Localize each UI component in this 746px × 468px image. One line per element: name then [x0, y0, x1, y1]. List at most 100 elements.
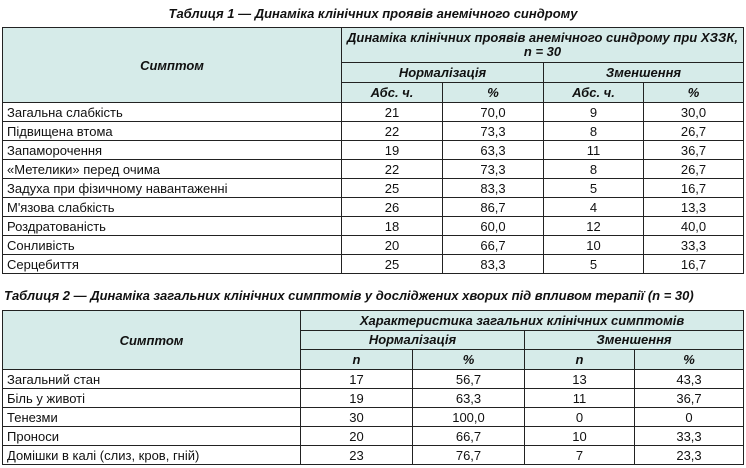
table2: Симптом Характеристика загальних клінічн…: [2, 310, 744, 465]
table2-pct-header: %: [412, 349, 525, 370]
decrease-percent-cell: 13,3: [643, 197, 744, 217]
decrease-percent-cell: 36,7: [643, 140, 744, 160]
table-row: Сонливість 20 66,7 10 33,3: [2, 235, 744, 255]
decrease-count-cell: 9: [543, 102, 644, 122]
decrease-count-cell: 11: [543, 140, 644, 160]
table2-n-header: n: [300, 349, 413, 370]
decrease-count-cell: 5: [543, 178, 644, 198]
table2-group-header: Характеристика загальних клінічних симпт…: [300, 310, 744, 331]
decrease-percent-cell: 33,3: [643, 235, 744, 255]
decrease-count-cell: 4: [543, 197, 644, 217]
table1: Симптом Динаміка клінічних проявів анемі…: [2, 27, 744, 274]
symptom-cell: М'язова слабкість: [2, 197, 342, 217]
table1-abs-header: Абс. ч.: [341, 81, 443, 104]
table2-n-header: n: [524, 349, 635, 370]
normalization-count-cell: 22: [341, 121, 443, 141]
normalization-percent-cell: 73,3: [442, 121, 544, 141]
symptom-cell: Роздратованість: [2, 216, 342, 236]
table-row: Біль у животі 19 63,3 11 36,7: [2, 388, 744, 408]
decrease-count-cell: 7: [524, 445, 635, 465]
decrease-percent-cell: 16,7: [643, 178, 744, 198]
symptom-cell: Проноси: [2, 426, 301, 446]
table2-caption: Таблиця 2 — Динаміка загальних клінічних…: [4, 288, 694, 303]
normalization-percent-cell: 66,7: [442, 235, 544, 255]
normalization-percent-cell: 100,0: [412, 407, 525, 427]
normalization-percent-cell: 83,3: [442, 178, 544, 198]
table1-decrease-header: Зменшення: [543, 61, 744, 83]
normalization-percent-cell: 76,7: [412, 445, 525, 465]
table1-group-header: Динаміка клінічних проявів анемічного си…: [341, 27, 744, 63]
normalization-percent-cell: 60,0: [442, 216, 544, 236]
decrease-count-cell: 0: [524, 407, 635, 427]
table-row: «Метелики» перед очима 22 73,3 8 26,7: [2, 159, 744, 179]
table2-symptom-header: Симптом: [2, 310, 301, 370]
normalization-count-cell: 25: [341, 254, 443, 274]
symptom-cell: Сонливість: [2, 235, 342, 255]
decrease-percent-cell: 33,3: [634, 426, 744, 446]
table-row: Проноси 20 66,7 10 33,3: [2, 426, 744, 446]
decrease-percent-cell: 26,7: [643, 159, 744, 179]
table-row: Загальна слабкість 21 70,0 9 30,0: [2, 102, 744, 122]
table-row: М'язова слабкість 26 86,7 4 13,3: [2, 197, 744, 217]
decrease-percent-cell: 26,7: [643, 121, 744, 141]
table1-normalization-header: Нормалізація: [341, 61, 544, 83]
normalization-percent-cell: 63,3: [442, 140, 544, 160]
decrease-percent-cell: 36,7: [634, 388, 744, 408]
decrease-count-cell: 11: [524, 388, 635, 408]
normalization-count-cell: 21: [341, 102, 443, 122]
symptom-cell: Задуха при фізичному навантаженні: [2, 178, 342, 198]
normalization-count-cell: 20: [300, 426, 413, 446]
symptom-cell: Запаморочення: [2, 140, 342, 160]
table2-decrease-header: Зменшення: [524, 329, 744, 351]
table1-abs-header: Абс. ч.: [543, 81, 644, 104]
symptom-cell: Біль у животі: [2, 388, 301, 408]
decrease-count-cell: 10: [543, 235, 644, 255]
decrease-count-cell: 12: [543, 216, 644, 236]
decrease-count-cell: 8: [543, 159, 644, 179]
table-row: Серцебиття 25 83,3 5 16,7: [2, 254, 744, 274]
decrease-percent-cell: 30,0: [643, 102, 744, 122]
normalization-count-cell: 22: [341, 159, 443, 179]
table-row: Домішки в калі (слиз, кров, гній) 23 76,7 7…: [2, 445, 744, 465]
table-row: Загальний стан 17 56,7 13 43,3: [2, 369, 744, 389]
decrease-count-cell: 5: [543, 254, 644, 274]
table2-pct-header: %: [634, 349, 744, 370]
decrease-percent-cell: 23,3: [634, 445, 744, 465]
normalization-percent-cell: 70,0: [442, 102, 544, 122]
symptom-cell: Підвищена втома: [2, 121, 342, 141]
normalization-percent-cell: 63,3: [412, 388, 525, 408]
normalization-percent-cell: 66,7: [412, 426, 525, 446]
decrease-percent-cell: 0: [634, 407, 744, 427]
normalization-percent-cell: 73,3: [442, 159, 544, 179]
normalization-count-cell: 30: [300, 407, 413, 427]
symptom-cell: Серцебиття: [2, 254, 342, 274]
table1-caption: Таблиця 1 — Динаміка клінічних проявів а…: [168, 6, 578, 21]
decrease-count-cell: 13: [524, 369, 635, 389]
normalization-percent-cell: 83,3: [442, 254, 544, 274]
decrease-percent-cell: 40,0: [643, 216, 744, 236]
table-row: Роздратованість 18 60,0 12 40,0: [2, 216, 744, 236]
symptom-cell: Загальна слабкість: [2, 102, 342, 122]
table-row: Тенезми 30 100,0 0 0: [2, 407, 744, 427]
normalization-count-cell: 23: [300, 445, 413, 465]
decrease-percent-cell: 43,3: [634, 369, 744, 389]
normalization-count-cell: 18: [341, 216, 443, 236]
table1-symptom-header: Симптом: [2, 27, 342, 103]
normalization-count-cell: 25: [341, 178, 443, 198]
normalization-count-cell: 20: [341, 235, 443, 255]
normalization-percent-cell: 86,7: [442, 197, 544, 217]
table-row: Задуха при фізичному навантаженні 25 83,3 5…: [2, 178, 744, 198]
decrease-count-cell: 8: [543, 121, 644, 141]
symptom-cell: Домішки в калі (слиз, кров, гній): [2, 445, 301, 465]
normalization-percent-cell: 56,7: [412, 369, 525, 389]
symptom-cell: Тенезми: [2, 407, 301, 427]
table-row: Запаморочення 19 63,3 11 36,7: [2, 140, 744, 160]
table1-pct-header: %: [643, 81, 744, 104]
decrease-count-cell: 10: [524, 426, 635, 446]
decrease-percent-cell: 16,7: [643, 254, 744, 274]
normalization-count-cell: 17: [300, 369, 413, 389]
symptom-cell: Загальний стан: [2, 369, 301, 389]
normalization-count-cell: 26: [341, 197, 443, 217]
table1-pct-header: %: [442, 81, 544, 104]
normalization-count-cell: 19: [300, 388, 413, 408]
